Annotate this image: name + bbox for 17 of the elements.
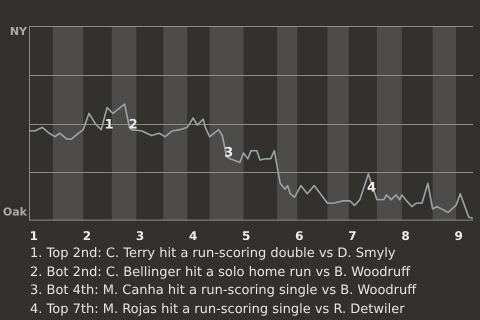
text: 1. Top 2nd: C. Terry hit a run-scoring double vs D. Smyly <box>30 245 397 263</box>
x-tick-label: 6 <box>295 228 304 243</box>
x-tick-label: 5 <box>242 228 250 243</box>
annotation: 2 <box>128 117 138 132</box>
x-tick-label: 1 <box>30 228 38 243</box>
x-tick-label: 9 <box>454 228 463 243</box>
annotation: 1 <box>104 117 114 132</box>
x-tick-label: 3 <box>136 228 144 243</box>
text: Oak <box>2 205 28 218</box>
x-tick-label: 8 <box>401 228 410 243</box>
x-tick-label: 2 <box>82 228 92 243</box>
text: NY <box>10 24 28 38</box>
x-tick-label: 7 <box>348 228 357 243</box>
text: 3. Bot 4th: M. Canha hit a run-scoring single vs B. Woodruff <box>30 282 416 300</box>
x-tick-label: 4 <box>188 228 198 243</box>
text: 2. Bot 2nd: C. Bellinger hit a solo home run vs B. Woodruff <box>30 264 412 282</box>
text: 4. Top 7th: M. Rojas hit a run-scoring single vs R. Detwiler <box>30 300 406 318</box>
